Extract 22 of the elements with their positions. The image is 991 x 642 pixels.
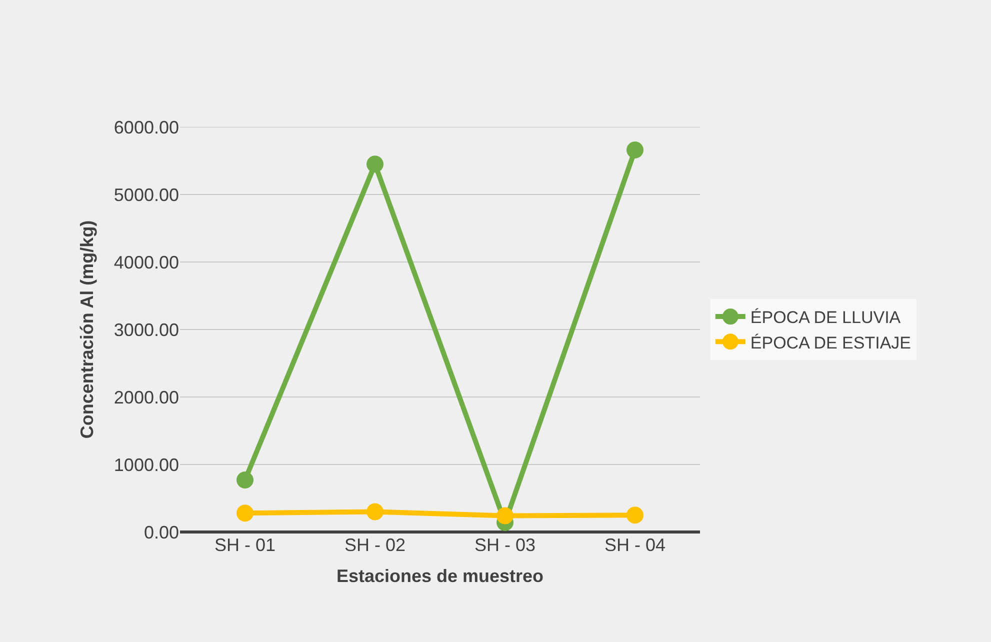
- point: [366, 503, 384, 520]
- x-tick-label: SH - 04: [604, 535, 666, 555]
- y-tick-label: 1000.00: [114, 454, 179, 475]
- point: [626, 506, 644, 524]
- legend-label: ÉPOCA DE LLUVIA: [750, 308, 902, 328]
- point: [626, 141, 644, 158]
- point: [496, 507, 514, 524]
- x-tick-label: SH - 03: [474, 535, 536, 555]
- x-tick-label: SH - 02: [344, 535, 406, 555]
- y-tick-label: 3000.00: [114, 320, 179, 340]
- y-tick-label: 4000.00: [114, 252, 179, 272]
- y-tick-label: 0.00: [144, 522, 179, 542]
- x-tick-label: SH - 01: [214, 535, 276, 555]
- point: [236, 504, 254, 522]
- y-tick-label: 2000.00: [114, 387, 179, 408]
- y-tick-label: 5000.00: [114, 184, 179, 205]
- point: [236, 472, 254, 489]
- legend-label: ÉPOCA DE ESTIAJE: [750, 333, 912, 352]
- y-axis-title: Concentración Al (mg/kg): [77, 220, 98, 439]
- y-tick-label: 6000.00: [114, 117, 179, 138]
- x-axis-title: Estaciones de muestreo: [336, 566, 544, 586]
- point: [366, 156, 384, 173]
